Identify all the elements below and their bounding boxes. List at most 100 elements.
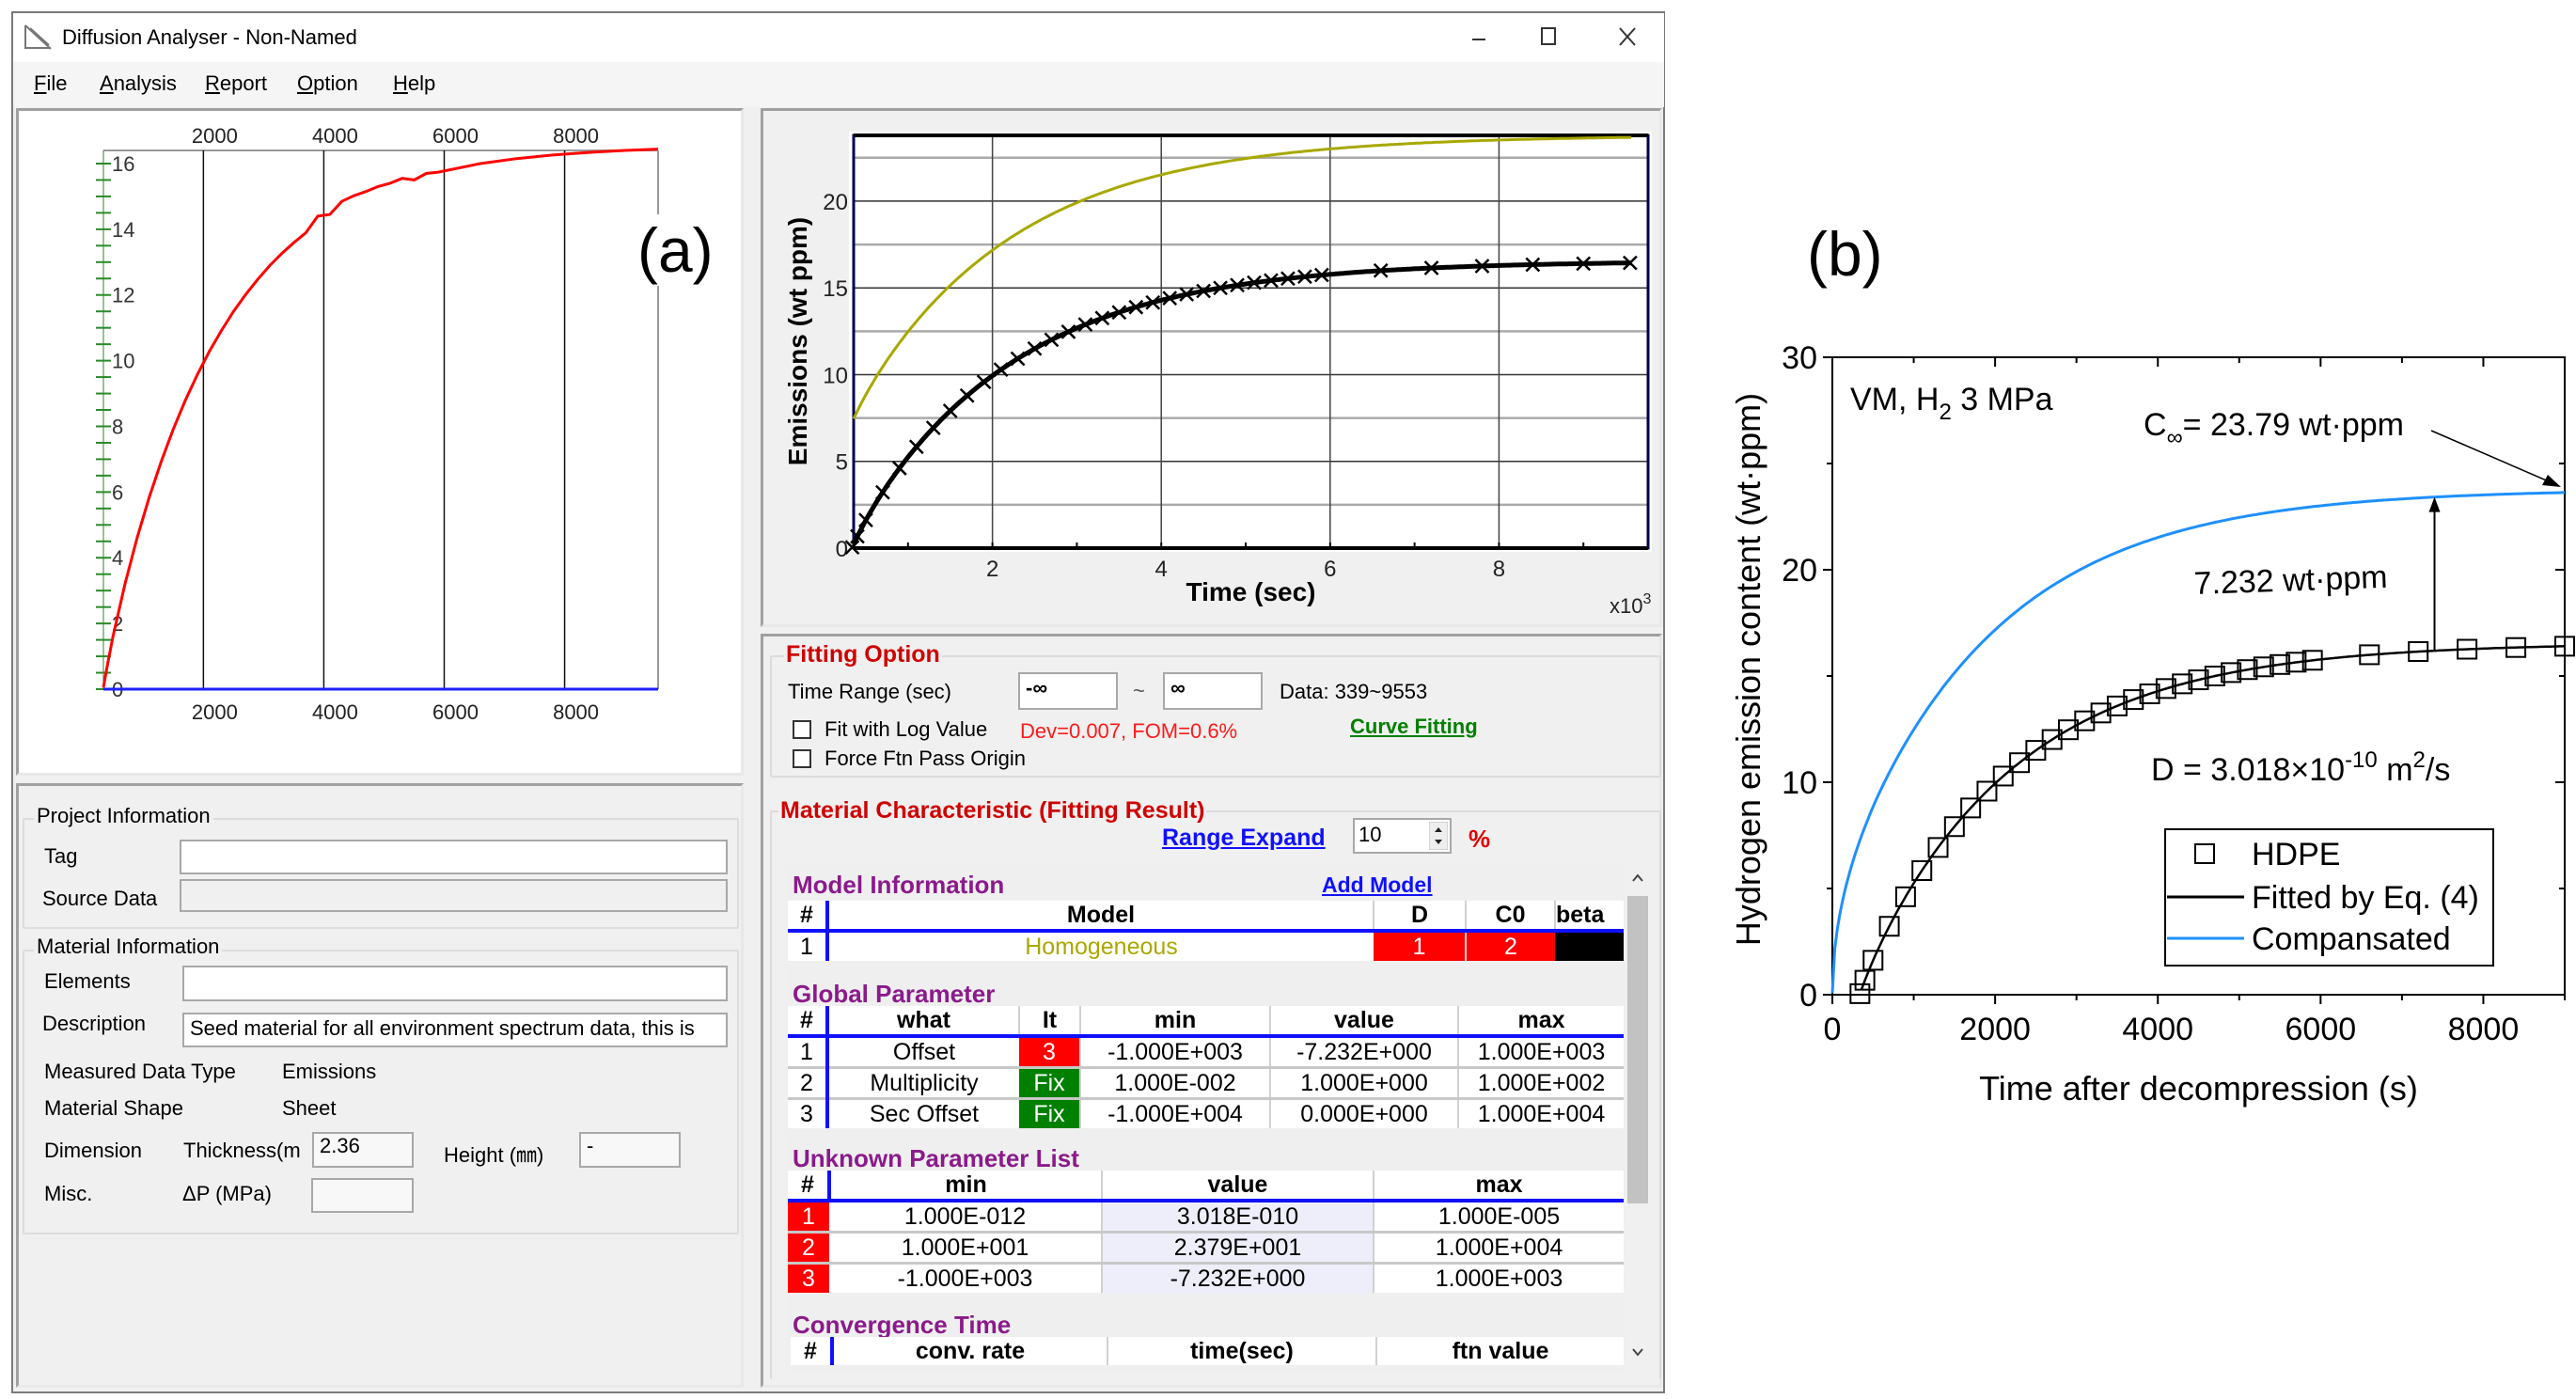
fit-log-label: Fit with Log Value (825, 717, 988, 741)
height-input[interactable]: - (579, 1132, 681, 1168)
param-max[interactable]: 1.000E+004 (1373, 1232, 1624, 1265)
param-min[interactable]: 1.000E+001 (829, 1232, 1102, 1265)
time-range-from-input[interactable]: -∞ (1018, 672, 1118, 710)
material-shape-label: Material Shape (44, 1096, 183, 1120)
param-value[interactable]: 1.000E+000 (1269, 1067, 1458, 1100)
menu-help[interactable]: Help (393, 71, 436, 95)
param-it[interactable]: 3 (1019, 1036, 1080, 1069)
elements-label: Elements (44, 969, 131, 993)
add-model-link[interactable]: Add Model (1322, 872, 1433, 897)
delta-p-label: ΔP (MPa) (182, 1182, 272, 1205)
menu-option[interactable]: Option (297, 71, 358, 95)
time-range-label: Time Range (sec) (788, 680, 952, 703)
param-max[interactable]: 1.000E+003 (1373, 1263, 1624, 1293)
table-row[interactable]: 3 -1.000E+003 -7.232E+000 1.000E+003 (788, 1263, 1624, 1293)
param-what: Multiplicity (827, 1067, 1019, 1100)
y-tick-label: 10 (1782, 765, 1817, 801)
project-info-title: Project Information (34, 804, 213, 828)
table-row[interactable]: 3 Sec Offset Fix -1.000E+004 0.000E+000 … (788, 1098, 1624, 1128)
col-num: # (791, 1337, 834, 1365)
table-row[interactable]: 1 Offset 3 -1.000E+003 -7.232E+000 1.000… (788, 1036, 1624, 1069)
param-d-index[interactable]: 1 (1374, 931, 1466, 961)
param-value[interactable]: -7.232E+000 (1269, 1036, 1458, 1069)
row-num: 3 (788, 1098, 829, 1128)
col-ftn-value: ftn value (1375, 1337, 1624, 1365)
menu-report[interactable]: Report (205, 71, 268, 95)
elements-input[interactable] (182, 966, 728, 1001)
menu-analysis[interactable]: Analysis (100, 71, 177, 95)
table-row[interactable]: 1 1.000E-012 3.018E-010 1.000E-005 (788, 1201, 1624, 1234)
param-min[interactable]: -1.000E+003 (1079, 1036, 1270, 1069)
description-input[interactable]: Seed material for all environment spectr… (182, 1013, 728, 1047)
time-range-to-input[interactable]: ∞ (1163, 672, 1263, 710)
col-min: min (829, 1171, 1102, 1203)
param-it[interactable]: Fix (1019, 1067, 1080, 1100)
col-max: max (1457, 1006, 1624, 1038)
model-table-header: # Model D C0 beta (788, 901, 1624, 933)
param-max[interactable]: 1.000E+004 (1457, 1098, 1624, 1128)
curve-fitting-link[interactable]: Curve Fitting (1350, 715, 1478, 738)
source-data-input[interactable] (180, 879, 728, 912)
table-row[interactable]: 2 1.000E+001 2.379E+001 1.000E+004 (788, 1232, 1624, 1265)
scroll-up-icon[interactable] (1628, 869, 1647, 888)
data-point-square-marker (2457, 638, 2478, 660)
data-point-square-marker (2009, 752, 2031, 774)
force-origin-checkbox[interactable] (793, 749, 811, 768)
param-min[interactable]: 1.000E-012 (829, 1201, 1102, 1234)
close-icon[interactable] (1613, 23, 1641, 51)
param-max[interactable]: 1.000E-005 (1373, 1201, 1624, 1234)
col-model: Model (827, 901, 1374, 933)
menu-file[interactable]: File (34, 71, 68, 95)
param-max[interactable]: 1.000E+002 (1457, 1067, 1624, 1100)
param-max[interactable]: 1.000E+003 (1457, 1036, 1624, 1069)
y-tick-label: 30 (1782, 340, 1817, 376)
param-min[interactable]: 1.000E-002 (1079, 1067, 1270, 1100)
row-num: 1 (788, 1036, 829, 1069)
scrollbar[interactable] (1625, 865, 1651, 1373)
param-value[interactable]: 3.018E-010 (1101, 1201, 1374, 1234)
data-point-square-marker (2155, 678, 2176, 700)
param-c0-index[interactable]: 2 (1465, 931, 1555, 961)
global-param-title: Global Parameter (793, 980, 996, 1008)
legend-label-fitted: Fitted by Eq. (4) (2252, 880, 2479, 916)
param-value[interactable]: 2.379E+001 (1101, 1232, 1374, 1265)
range-expand-link[interactable]: Range Expand (1162, 825, 1326, 851)
minimize-icon[interactable] (1465, 24, 1493, 53)
legend-marker-hdpe (2194, 843, 2215, 864)
fit-log-checkbox[interactable] (793, 720, 811, 739)
delta-p-input[interactable] (311, 1178, 414, 1213)
maximize-icon[interactable] (1534, 23, 1563, 51)
col-it: It (1018, 1006, 1080, 1038)
deviation-text: Dev=0.007, FOM=0.6% (1020, 719, 1238, 743)
data-point-square-marker (2408, 641, 2429, 663)
param-min[interactable]: -1.000E+004 (1079, 1098, 1270, 1128)
thickness-input[interactable]: 2.36 (312, 1132, 414, 1168)
unknown-param-header: # min value max (788, 1171, 1624, 1203)
scroll-down-icon[interactable] (1628, 1343, 1647, 1361)
range-expand-spinner[interactable]: 10 (1353, 818, 1452, 854)
global-param-header: # what It min value max (788, 1006, 1624, 1038)
table-row[interactable]: 2 Multiplicity Fix 1.000E-002 1.000E+000… (788, 1067, 1624, 1100)
tag-input[interactable] (180, 840, 728, 874)
data-point-square-marker (2301, 650, 2323, 671)
param-value[interactable]: -7.232E+000 (1101, 1263, 1374, 1293)
col-value: value (1269, 1006, 1458, 1038)
param-value[interactable]: 0.000E+000 (1269, 1098, 1458, 1128)
c-inf-arrowhead (2542, 475, 2561, 487)
window-title: Diffusion Analyser - Non-Named (62, 25, 357, 49)
data-point-square-marker (2204, 666, 2225, 686)
param-min[interactable]: -1.000E+003 (897, 1265, 1033, 1292)
scrollbar-thumb[interactable] (1627, 896, 1648, 1203)
data-point-square-marker (1927, 837, 1949, 858)
param-it[interactable]: Fix (1019, 1098, 1080, 1128)
spinner-arrows-icon[interactable] (1429, 822, 1448, 850)
param-beta-index[interactable] (1555, 931, 1624, 961)
col-time: time(sec) (1107, 1337, 1376, 1365)
data-point-square-marker (2285, 652, 2307, 673)
convergence-title: Convergence Time (793, 1311, 1012, 1339)
param-what: Offset (827, 1036, 1019, 1069)
row-num: 2 (788, 1067, 829, 1100)
model-name[interactable]: Homogeneous (1025, 933, 1178, 960)
table-row[interactable]: 1 Homogeneous 1 2 (788, 931, 1624, 961)
col-what: what (827, 1006, 1019, 1038)
